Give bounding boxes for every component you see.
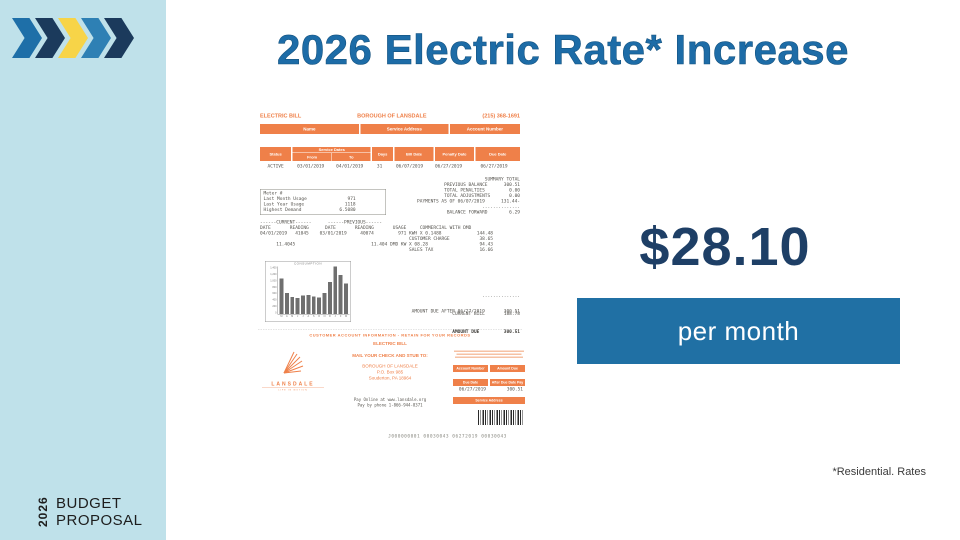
footer-line2: PROPOSAL [56,512,143,529]
bill-header-phone: (215) 368-1691 [482,113,520,119]
consumption-bar [306,295,311,314]
mail-to-address: BOROUGH OF LANSDALE P.O. Box 985 Soudert… [362,363,418,381]
bill-status-row: ACTIVE 03/01/2019 04/01/2019 31 06/07/20… [260,164,520,169]
consumption-bar [344,283,348,314]
amount-due-after-line: AMOUNT DUE AFTER 06/27/2019 300.51 [411,309,520,314]
days-value: 31 [376,164,383,169]
service-address-column-header: Service Address [360,124,449,134]
amount-due-line: AMOUNT DUE 300.51 [452,329,520,335]
bill-header-title: ELECTRIC BILL [260,113,302,119]
consumption-bar [327,281,332,314]
to-column-header: To [349,154,354,160]
stub-title: ELECTRIC BILL [373,341,407,346]
stub-notice-lines [453,349,525,360]
consumption-bar [279,278,284,314]
status-column-header: Status [260,147,292,161]
electric-bill-image: ELECTRIC BILL BOROUGH OF LANSDALE (215) … [255,110,525,450]
consumption-bar [301,295,305,314]
retain-records-line: CUSTOMER ACCOUNT INFORMATION - RETAIN FO… [309,333,471,338]
stub-buttons-service: Service Address [453,397,525,404]
after-due-date-field-value: 300.51 [506,387,523,392]
remittance-number-line: J000000001 00030043 06272019 00030043 [388,434,507,439]
service-dates-label: Service Dates [292,147,371,153]
electric-bill-document: ELECTRIC BILL BOROUGH OF LANSDALE (215) … [255,110,525,450]
lansdale-logo-name: LANSDALE [271,381,315,388]
meter-info-box: Meter # Last Month Usage 971 Last Year U… [260,189,386,215]
chevron-icon [12,18,42,58]
chevron-arrows-logo [12,18,162,58]
per-month-label: per month [677,315,800,346]
consumption-bar [338,274,343,314]
bill-date-value: 06/07/2019 [395,164,424,169]
to-date-value: 04/01/2019 [336,164,364,169]
due-date-field-label: Due Date [453,379,488,386]
name-column-header: Name [260,124,359,134]
left-accent-band [0,0,166,540]
service-dates-group: Service Dates From To [292,147,371,161]
footer-line1: BUDGET [56,495,122,512]
residential-rates-footnote: *Residential. Rates [832,466,926,478]
notice-line [455,356,523,358]
penalty-date-value: 06/27/2019 [434,164,463,169]
footer-text: BUDGET PROPOSAL [56,495,143,529]
mail-to-label: MAIL YOUR CHECK AND STUB TO: [352,353,428,358]
consumption-bar [284,292,289,314]
per-month-banner: per month [577,298,900,364]
stub-values-row: 06/27/2019 300.51 [453,387,525,392]
due-date-value: 06/27/2019 [480,164,508,169]
mail-to-block: MAIL YOUR CHECK AND STUB TO: BOROUGH OF … [330,353,450,381]
barcode [478,410,524,425]
consumption-bar [317,297,322,314]
consumption-bar [295,298,300,314]
service-address-field-label: Service Address [453,397,525,404]
account-number-field-label: Account Number [453,365,488,372]
account-number-column-header: Account Number [449,124,520,134]
consumption-bars [277,266,350,315]
slide-title: 2026 Electric Rate* Increase [276,26,850,74]
summary-total-block: SUMMARY TOTAL PREVIOUS BALANCE 300.51 TO… [417,177,520,215]
consumption-chart: CONSUMPTION 1,400 1,200 1,000 800 600 400 200 0… [265,261,351,322]
amount-due-field-label: Amount Due [490,365,525,372]
from-column-header: From [293,153,332,161]
totals-dots: .............. [482,293,520,299]
notice-line [456,353,522,355]
footer-year: 2026 [36,496,50,528]
consumption-yaxis: 1,400 1,200 1,000 800 600 400 200 0 [270,266,277,315]
current-bill-line: CURRENT BILL 188.78 [452,311,520,317]
consumption-bar [311,296,316,314]
after-due-date-field-label: After Due Date Pay [490,379,525,386]
budget-proposal-footer: 2026 BUDGET PROPOSAL [36,494,143,530]
consumption-chart-title: CONSUMPTION [294,262,322,266]
stub-buttons-row1: Account Number Amount Due [453,365,525,372]
due-date-column-header: Due Date [475,147,520,161]
bill-header-borough: BOROUGH OF LANSDALE [357,113,427,119]
notice-line [454,350,524,352]
perforation-line [258,329,522,330]
bill-name-bar: Name Service Address Account Number [260,124,520,134]
usage-detail-block: ------CURRENT------ ------PREVIOUS------… [260,220,493,253]
stub-buttons-row2: Due Date After Due Date Pay [453,379,525,386]
consumption-bar [290,297,295,314]
penalty-date-column-header: Penalty Date [434,147,474,161]
bill-header: ELECTRIC BILL BOROUGH OF LANSDALE (215) … [260,113,520,119]
bill-status-bar: Status Service Dates From To Days Bill D… [260,147,520,161]
lansdale-logo-tagline: LIFE IN MOTION [262,387,324,391]
consumption-bar [333,266,338,314]
from-date-value: 03/01/2019 [297,164,325,169]
bill-date-column-header: Bill Date [394,147,434,161]
days-column-header: Days [372,147,393,161]
bill-totals-block: .............. CURRENT BILL 188.78 AMOUN… [452,281,520,347]
lansdale-feather-icon [283,351,304,374]
pay-online-block: Pay Online at www.lansdale.org Pay by ph… [353,397,427,408]
status-value: ACTIVE [267,164,284,169]
lansdale-logo: LANSDALE LIFE IN MOTION [262,351,324,391]
due-date-field-value: 06/27/2019 [458,387,486,392]
price-amount: $28.10 [639,217,811,277]
consumption-bar [322,292,327,314]
